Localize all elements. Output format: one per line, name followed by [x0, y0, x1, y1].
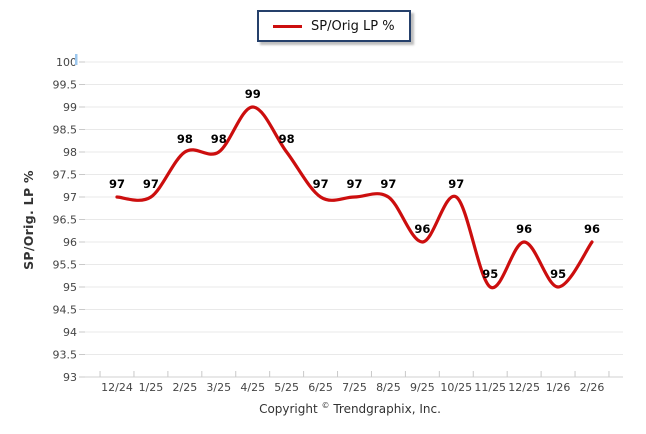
svg-text:6/25: 6/25 — [308, 381, 333, 394]
svg-text:10/25: 10/25 — [440, 381, 472, 394]
svg-text:9/25: 9/25 — [410, 381, 435, 394]
copyright: Copyright © Trendgraphix, Inc. — [0, 401, 646, 416]
svg-text:5/25: 5/25 — [274, 381, 299, 394]
copyright-symbol-icon: © — [321, 401, 330, 410]
svg-text:2/26: 2/26 — [580, 381, 605, 394]
svg-text:96: 96 — [516, 222, 532, 236]
svg-text:1/25: 1/25 — [139, 381, 164, 394]
svg-text:96.5: 96.5 — [53, 214, 78, 227]
svg-text:97: 97 — [380, 177, 396, 191]
y-axis-tick-labels: 100 99.5 99 98.5 98 97.5 97 96.5 96 95.5 95 94.5 94 9… — [53, 56, 78, 384]
svg-text:97: 97 — [346, 177, 362, 191]
svg-text:100: 100 — [56, 56, 77, 69]
copyright-company: Trendgraphix, Inc. — [329, 402, 441, 416]
svg-text:12/24: 12/24 — [101, 381, 133, 394]
svg-text:94.5: 94.5 — [53, 304, 78, 317]
svg-text:4/25: 4/25 — [240, 381, 265, 394]
svg-text:99: 99 — [63, 101, 77, 114]
svg-text:93.5: 93.5 — [53, 349, 78, 362]
svg-text:8/25: 8/25 — [376, 381, 401, 394]
legend-line-icon — [273, 24, 302, 28]
svg-text:97: 97 — [143, 177, 159, 191]
svg-text:2/25: 2/25 — [173, 381, 198, 394]
legend[interactable]: SP/Orig LP % — [257, 10, 411, 42]
svg-text:96: 96 — [63, 236, 77, 249]
svg-text:97: 97 — [63, 191, 77, 204]
svg-text:94: 94 — [63, 326, 77, 339]
x-axis-tick-labels: 12/24 1/25 2/25 3/25 4/25 5/25 6/25 7/25 8/25 9/2… — [101, 381, 604, 394]
svg-text:3/25: 3/25 — [206, 381, 231, 394]
data-labels: 97 97 98 98 99 98 97 97 97 96 97 95 96 95 96 — [109, 87, 600, 281]
legend-label: SP/Orig LP % — [311, 18, 395, 34]
svg-text:98: 98 — [177, 132, 193, 146]
svg-text:97: 97 — [448, 177, 464, 191]
svg-text:93: 93 — [63, 371, 77, 384]
svg-text:95: 95 — [63, 281, 77, 294]
svg-text:98: 98 — [279, 132, 295, 146]
svg-text:95.5: 95.5 — [53, 259, 78, 272]
svg-text:98: 98 — [211, 132, 227, 146]
svg-text:96: 96 — [414, 222, 430, 236]
svg-text:12/25: 12/25 — [508, 381, 540, 394]
svg-text:95: 95 — [550, 267, 566, 281]
svg-text:98.5: 98.5 — [53, 124, 78, 137]
svg-text:99.5: 99.5 — [53, 79, 78, 92]
copyright-prefix: Copyright — [259, 402, 322, 416]
svg-text:11/25: 11/25 — [474, 381, 506, 394]
stray-cursor-artifact — [75, 54, 78, 65]
svg-text:97: 97 — [313, 177, 329, 191]
svg-text:96: 96 — [584, 222, 600, 236]
series-line[interactable] — [115, 105, 594, 290]
svg-text:97.5: 97.5 — [53, 169, 78, 182]
y-axis-title: SP/Orig. LP % — [21, 170, 36, 270]
svg-text:95: 95 — [482, 267, 498, 281]
svg-text:99: 99 — [245, 87, 261, 101]
svg-text:1/26: 1/26 — [546, 381, 571, 394]
svg-text:98: 98 — [63, 146, 77, 159]
svg-text:7/25: 7/25 — [342, 381, 367, 394]
gridlines — [79, 61, 623, 378]
svg-text:97: 97 — [109, 177, 125, 191]
